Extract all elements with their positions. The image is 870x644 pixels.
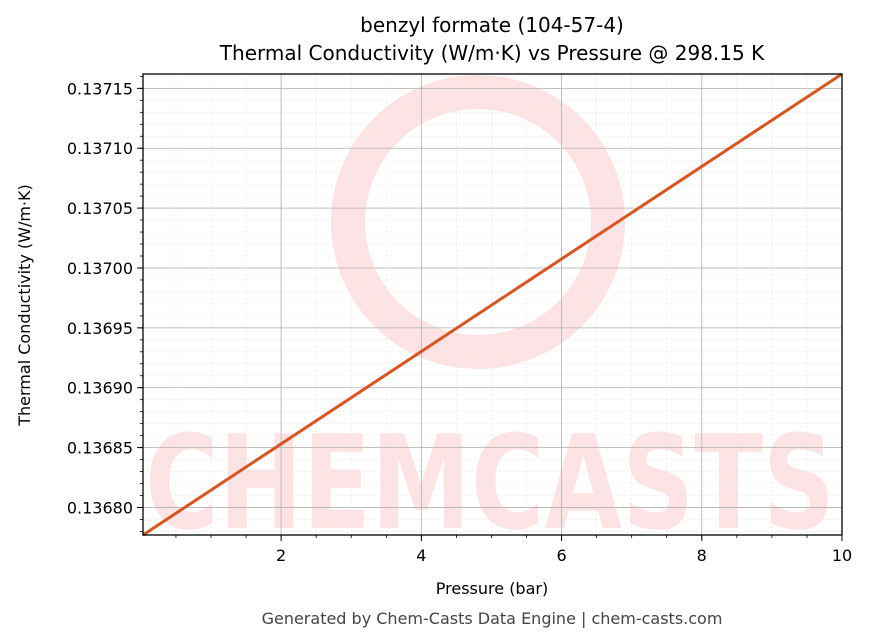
watermark-logo-ring — [331, 75, 625, 369]
y-tick-label: 0.13700 — [67, 259, 133, 278]
y-axis-label: Thermal Conductivity (W/m·K) — [15, 184, 34, 427]
x-tick-label: 4 — [416, 546, 426, 565]
chart-title: benzyl formate (104-57-4) — [360, 13, 624, 37]
x-tick-label: 10 — [832, 546, 852, 565]
plot-frame — [142, 73, 843, 536]
x-tick-label: 6 — [556, 546, 566, 565]
y-tick-label: 0.13705 — [67, 199, 133, 218]
x-tick-label: 8 — [697, 546, 707, 565]
x-axis-label: Pressure (bar) — [436, 579, 548, 598]
y-tick-label: 0.13715 — [67, 79, 133, 98]
watermark-text: CHEMCASTS — [145, 407, 835, 559]
y-tick-label: 0.13710 — [67, 139, 133, 158]
y-tick-label: 0.13695 — [67, 319, 133, 338]
y-tick-label: 0.13680 — [67, 498, 133, 517]
y-tick-label: 0.13685 — [67, 439, 133, 458]
watermark: CHEMCASTS — [145, 75, 835, 559]
series-layer — [142, 72, 843, 537]
chart-subtitle: Thermal Conductivity (W/m·K) vs Pressure… — [219, 41, 765, 65]
footer-credit: Generated by Chem-Casts Data Engine | ch… — [262, 609, 723, 628]
series-line — [142, 72, 843, 537]
y-axis-ticks: 0.13680 0.13685 0.13690 0.13695 0.13700 0.137… — [67, 75, 143, 532]
x-tick-label: 2 — [276, 546, 286, 565]
x-axis-ticks: 2 4 6 8 10 — [175, 535, 852, 565]
y-tick-label: 0.13690 — [67, 379, 133, 398]
